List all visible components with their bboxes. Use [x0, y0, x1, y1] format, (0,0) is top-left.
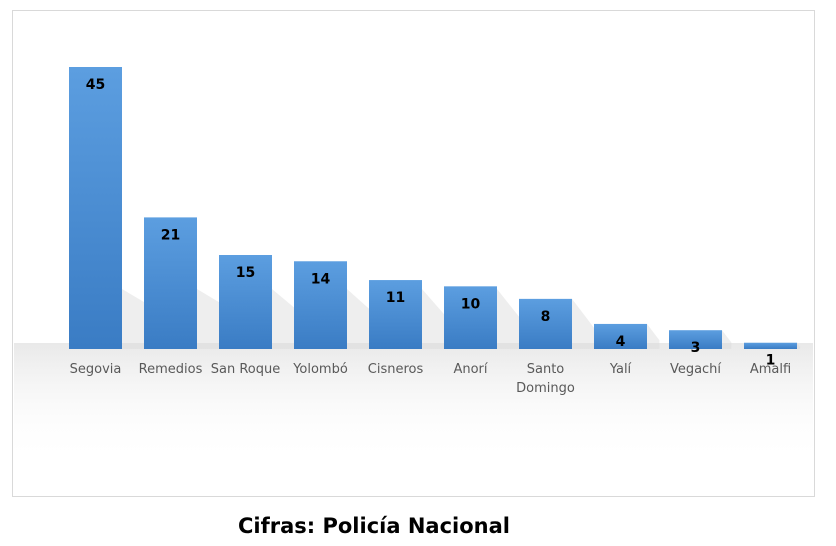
- category-label: Domingo: [516, 381, 575, 396]
- category-label: Santo: [527, 362, 565, 377]
- bar-yolombó: [294, 261, 347, 349]
- category-label: Cisneros: [368, 362, 424, 377]
- category-label: Amalfi: [750, 362, 791, 377]
- bar-anorí: [444, 286, 497, 349]
- data-label: 21: [161, 227, 180, 243]
- bar-san-roque: [219, 255, 272, 349]
- data-label: 8: [541, 309, 551, 325]
- bar-shadow: [797, 342, 801, 349]
- bar-shadow: [572, 298, 597, 349]
- category-label: Yalí: [609, 362, 632, 377]
- category-label: Yolombó: [292, 362, 348, 377]
- bar-vegachí: [669, 330, 722, 349]
- category-label: San Roque: [211, 362, 280, 377]
- plot-floor-shade: [14, 343, 813, 463]
- bar-cisneros: [369, 280, 422, 349]
- data-label: 11: [386, 290, 405, 306]
- bar-santo-domingo: [519, 298, 572, 349]
- category-label: Segovia: [70, 362, 122, 377]
- bar-segovia: [69, 67, 122, 349]
- chart-frame: 45 Segovia 21 Remedios 15 San Roque 14 Yolombó 1…: [12, 10, 815, 497]
- category-label: Vegachí: [670, 362, 721, 377]
- bar-shadow: [647, 323, 660, 349]
- data-label: 15: [236, 265, 255, 281]
- source-caption: Cifras: Policía Nacional: [238, 514, 510, 538]
- data-label: 10: [461, 296, 481, 312]
- bar-yalí: [594, 323, 647, 349]
- bar-amalfi: [744, 342, 797, 349]
- data-label: 1: [766, 353, 776, 369]
- category-label: Remedios: [139, 362, 203, 377]
- bar-shadow: [722, 330, 732, 349]
- data-label: 14: [311, 271, 331, 287]
- category-label: Anorí: [453, 362, 487, 377]
- data-label: 3: [691, 340, 701, 356]
- data-label: 4: [616, 334, 626, 350]
- bar-remedios: [144, 217, 197, 349]
- data-label: 45: [86, 77, 105, 93]
